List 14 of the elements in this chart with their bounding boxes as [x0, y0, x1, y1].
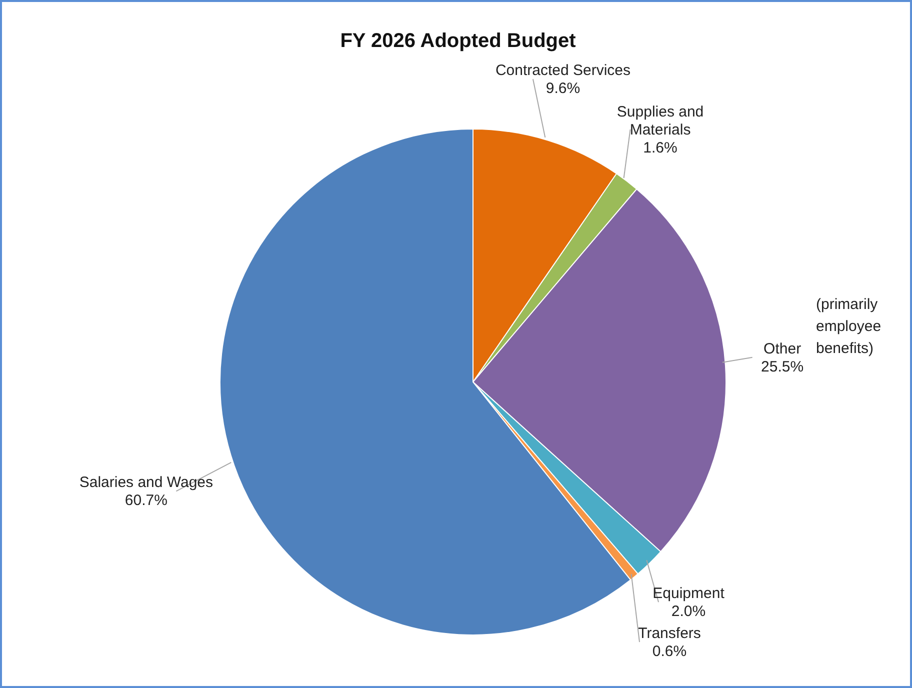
slice-label: Other	[764, 340, 802, 358]
text: (primarily employee benefits)	[816, 295, 882, 359]
data-label: 2.0%	[671, 603, 706, 620]
data-label: 60.7%	[124, 492, 168, 510]
data-label: 1.6%	[643, 139, 678, 156]
slice-label: Supplies and Materials	[616, 103, 704, 138]
slice-label: Contracted Services	[495, 62, 631, 80]
slice-label: Equipment	[652, 585, 726, 602]
chart-title: FY 2026 Adopted Budget	[339, 30, 577, 53]
slice-label: Transfers	[638, 625, 701, 642]
slice-label: Salaries and Wages	[79, 474, 214, 492]
data-label: 0.6%	[652, 643, 687, 660]
data-label: 9.6%	[546, 80, 580, 98]
data-label: 25.5%	[761, 358, 804, 376]
